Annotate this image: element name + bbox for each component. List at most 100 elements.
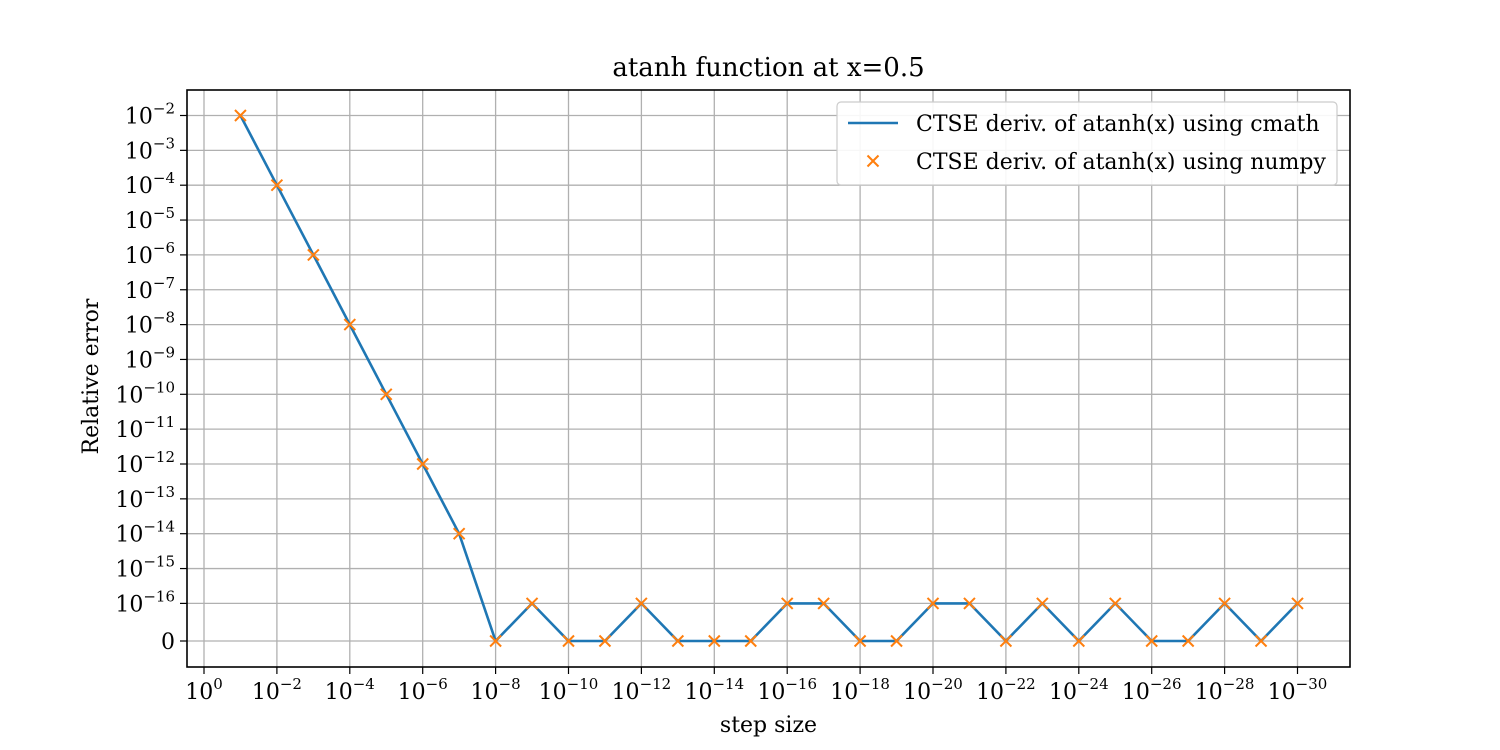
x-tick-exponent: −4 [353,675,375,693]
y-tick-base: 10 [125,348,153,373]
y-tick-base: 10 [125,314,153,339]
y-tick-exponent: −9 [153,343,175,361]
x-tick-exponent: −10 [567,675,599,693]
y-tick-exponent: −13 [143,483,175,501]
data-point-marker [270,178,284,192]
legend-box [836,101,1338,186]
y-tick-base: 10 [115,523,143,548]
x-tick-base: 10 [612,680,640,705]
data-point-marker [598,634,612,648]
data-point-marker [926,597,940,610]
y-tick-label: 10−8 [125,309,175,339]
x-tick-base: 10 [976,680,1004,705]
x-tick-label: 10−6 [398,675,448,705]
x-tick-exponent: −8 [499,675,521,693]
y-tick-exponent: −14 [143,518,175,536]
data-point-marker [1036,597,1049,610]
y-tick-exponent: −12 [143,448,175,466]
y-tick-exponent: −11 [143,413,175,431]
data-point-marker [562,634,575,648]
y-axis-ticks: 10−210−310−410−510−610−710−810−910−1010−… [115,100,187,655]
x-tick-label: 10−8 [471,675,521,705]
y-tick-label: 10−9 [125,343,175,373]
x-tick-exponent: −24 [1077,675,1109,693]
data-point-marker [744,634,757,648]
data-point-marker [780,597,794,610]
y-tick-base: 10 [115,558,143,583]
y-tick-exponent: −16 [143,587,175,605]
x-tick-label: 10−22 [976,675,1036,705]
data-point-marker [671,634,685,648]
data-point-marker [1145,634,1158,648]
x-tick-label: 10−18 [830,675,890,705]
x-tick-label: 10−12 [612,675,672,705]
x-tick-base: 10 [398,680,426,705]
y-tick-label: 10−12 [115,448,175,478]
x-tick-exponent: −2 [280,675,302,693]
x-tick-exponent: 0 [213,675,223,693]
y-tick-exponent: −10 [143,378,175,396]
x-tick-label: 10−26 [1122,675,1182,705]
y-axis-label: Relative error [79,298,104,454]
y-tick-label: 10−2 [125,100,175,130]
x-tick-exponent: −12 [640,675,672,693]
data-point-marker [416,457,429,471]
legend-label-cmath: CTSE deriv. of atanh(x) using cmath [916,112,1320,137]
x-tick-label: 10−2 [252,675,302,705]
x-tick-exponent: −30 [1296,675,1328,693]
x-tick-base: 10 [830,680,858,705]
data-point-marker [890,634,903,648]
x-tick-base: 10 [1195,680,1223,705]
data-point-marker [1181,634,1195,648]
x-tick-label: 10−30 [1268,675,1328,705]
data-point-marker [525,597,539,610]
y-tick-base: 10 [115,418,143,443]
data-point-marker [1072,634,1086,648]
y-tick-exponent: −3 [153,134,175,152]
x-tick-base: 10 [252,680,280,705]
data-point-marker [1291,597,1304,610]
x-tick-base: 10 [325,680,353,705]
y-tick-base: 10 [125,139,153,164]
legend-label-numpy: CTSE deriv. of atanh(x) using numpy [916,150,1326,175]
y-tick-label: 10−14 [115,518,175,548]
x-tick-base: 10 [903,680,931,705]
series-markers-numpy [234,109,1304,648]
x-tick-label: 10−28 [1195,675,1255,705]
x-tick-exponent: −16 [785,675,817,693]
y-tick-label: 0 [161,630,175,655]
x-tick-exponent: −14 [712,675,744,693]
data-point-marker [708,634,721,648]
x-tick-base: 10 [471,680,499,705]
x-tick-base: 10 [185,680,213,705]
x-tick-label: 10−20 [903,675,963,705]
data-point-marker [307,248,320,262]
x-tick-label: 10−24 [1049,675,1109,705]
y-tick-label: 10−3 [125,134,175,164]
y-tick-label: 10−5 [125,204,175,234]
y-tick-base: 10 [125,174,153,199]
x-tick-base: 10 [1268,680,1296,705]
data-point-marker [999,634,1013,648]
y-tick-label: 10−7 [125,274,175,304]
legend-marker-swatch [866,154,880,168]
plot-frame [186,89,1351,668]
data-point-marker [343,318,357,331]
data-point-marker [489,634,502,648]
y-tick-exponent: −5 [153,204,175,222]
data-point-marker [963,597,976,610]
legend: CTSE deriv. of atanh(x) using cmath CTSE … [836,101,1338,186]
x-axis-label: step size [720,713,817,738]
x-axis-ticks: 100 10−2 10−4 10−6 10−8 10−10 10−12 10−14 10−16 1… [185,667,1327,705]
y-tick-zero: 0 [161,630,175,655]
y-tick-base: 10 [125,209,153,234]
x-tick-base: 10 [757,680,785,705]
y-tick-label: 10−6 [125,239,175,269]
x-tick-base: 10 [1049,680,1077,705]
y-tick-label: 10−11 [115,413,175,443]
y-tick-label: 10−15 [115,553,175,583]
chart-title: atanh function at x=0.5 [612,53,924,83]
data-point-marker [380,388,393,401]
data-point-marker [234,109,247,122]
data-point-marker [635,597,648,610]
